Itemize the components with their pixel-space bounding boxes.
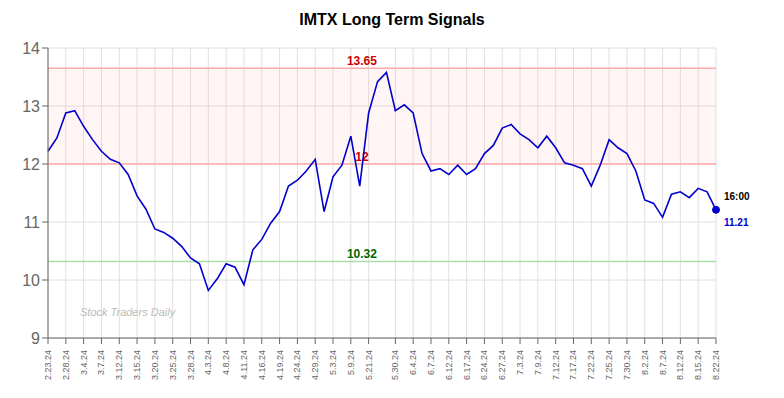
svg-text:8.22.24: 8.22.24 bbox=[711, 350, 721, 380]
svg-text:2.23.24: 2.23.24 bbox=[43, 350, 53, 380]
svg-text:7.12.24: 7.12.24 bbox=[551, 350, 561, 380]
svg-text:4.19.24: 4.19.24 bbox=[275, 350, 285, 380]
svg-text:13.65: 13.65 bbox=[347, 54, 377, 68]
svg-text:5.3.24: 5.3.24 bbox=[328, 350, 338, 375]
svg-text:13: 13 bbox=[22, 98, 40, 115]
svg-text:3.4.24: 3.4.24 bbox=[79, 350, 89, 375]
svg-text:8.7.24: 8.7.24 bbox=[658, 350, 668, 375]
svg-text:5.21.24: 5.21.24 bbox=[364, 350, 374, 380]
svg-text:7.22.24: 7.22.24 bbox=[586, 350, 596, 380]
svg-text:7.17.24: 7.17.24 bbox=[568, 350, 578, 380]
svg-text:16:00: 16:00 bbox=[724, 191, 750, 202]
svg-text:12: 12 bbox=[355, 150, 369, 164]
svg-text:12: 12 bbox=[22, 156, 40, 173]
svg-text:5.30.24: 5.30.24 bbox=[390, 350, 400, 380]
svg-text:6.7.24: 6.7.24 bbox=[426, 350, 436, 375]
svg-text:11.21: 11.21 bbox=[724, 217, 749, 228]
svg-text:6.4.24: 6.4.24 bbox=[408, 350, 418, 375]
svg-text:6.27.24: 6.27.24 bbox=[497, 350, 507, 380]
svg-text:8.2.24: 8.2.24 bbox=[640, 350, 650, 375]
svg-text:4.3.24: 4.3.24 bbox=[203, 350, 213, 375]
svg-text:3.7.24: 3.7.24 bbox=[96, 350, 106, 375]
svg-text:7.9.24: 7.9.24 bbox=[533, 350, 543, 375]
svg-text:6.12.24: 6.12.24 bbox=[444, 350, 454, 380]
svg-text:5.9.24: 5.9.24 bbox=[346, 350, 356, 375]
svg-text:10.32: 10.32 bbox=[347, 247, 377, 261]
svg-text:2.28.24: 2.28.24 bbox=[61, 350, 71, 380]
svg-text:4.11.24: 4.11.24 bbox=[239, 350, 249, 379]
svg-text:3.12.24: 3.12.24 bbox=[114, 350, 124, 380]
svg-text:9: 9 bbox=[31, 330, 40, 347]
svg-text:14: 14 bbox=[22, 40, 40, 57]
svg-text:7.30.24: 7.30.24 bbox=[622, 350, 632, 380]
svg-text:4.8.24: 4.8.24 bbox=[221, 350, 231, 375]
svg-text:6.24.24: 6.24.24 bbox=[479, 350, 489, 380]
svg-text:4.16.24: 4.16.24 bbox=[257, 350, 267, 380]
svg-text:8.12.24: 8.12.24 bbox=[675, 350, 685, 380]
html-text:Stock Traders Daily: Stock Traders Daily bbox=[80, 306, 176, 318]
svg-text:3.15.24: 3.15.24 bbox=[132, 350, 142, 380]
svg-text:3.25.24: 3.25.24 bbox=[168, 350, 178, 380]
svg-text:4.24.24: 4.24.24 bbox=[292, 350, 302, 380]
html-text:IMTX Long Term Signals: IMTX Long Term Signals bbox=[299, 11, 485, 28]
svg-text:11: 11 bbox=[23, 214, 40, 231]
svg-text:7.3.24: 7.3.24 bbox=[515, 350, 525, 375]
svg-text:3.20.24: 3.20.24 bbox=[150, 350, 160, 380]
svg-text:6.17.24: 6.17.24 bbox=[462, 350, 472, 380]
svg-text:10: 10 bbox=[22, 272, 40, 289]
svg-text:4.29.24: 4.29.24 bbox=[310, 350, 320, 380]
svg-text:3.28.24: 3.28.24 bbox=[186, 350, 196, 380]
svg-text:7.25.24: 7.25.24 bbox=[604, 350, 614, 380]
svg-text:8.15.24: 8.15.24 bbox=[693, 350, 703, 380]
